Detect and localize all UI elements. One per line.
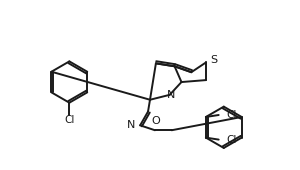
Text: O: O: [152, 116, 160, 126]
Text: Cl: Cl: [226, 135, 237, 145]
Text: Cl: Cl: [64, 115, 74, 125]
Text: Cl: Cl: [226, 110, 237, 120]
Text: N: N: [167, 90, 175, 100]
Text: N: N: [127, 120, 135, 130]
Text: S: S: [210, 55, 217, 65]
